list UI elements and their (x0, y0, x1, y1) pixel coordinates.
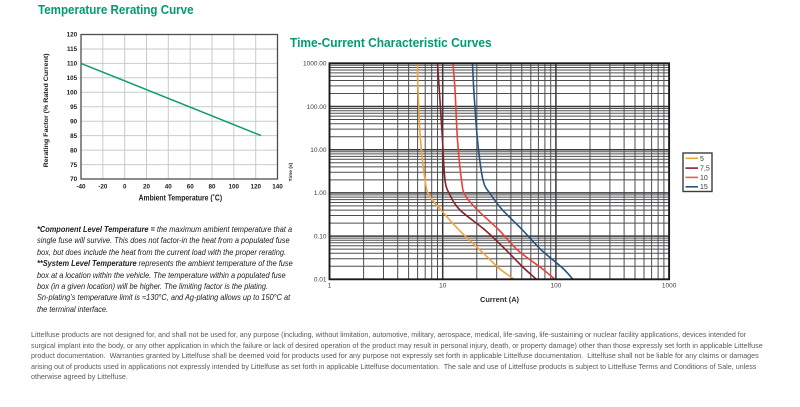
svg-text:100.00: 100.00 (307, 104, 327, 111)
svg-text:85: 85 (70, 133, 78, 140)
svg-text:5: 5 (700, 156, 704, 163)
svg-text:Ambient Temperature (˚C): Ambient Temperature (˚C) (139, 193, 223, 203)
svg-text:-40: -40 (76, 184, 86, 191)
svg-text:Current (A): Current (A) (480, 295, 520, 304)
svg-text:10.00: 10.00 (310, 147, 327, 154)
svg-text:100: 100 (229, 184, 240, 191)
svg-text:100: 100 (550, 283, 561, 290)
svg-text:140: 140 (272, 184, 283, 191)
svg-text:1.00: 1.00 (314, 190, 327, 197)
svg-text:105: 105 (67, 75, 78, 82)
svg-text:120: 120 (67, 32, 78, 39)
svg-text:Rerating Factor (% Rated Curre: Rerating Factor (% Rated Current) (43, 53, 50, 167)
svg-text:Time (s): Time (s) (288, 162, 294, 181)
svg-text:110: 110 (67, 61, 78, 68)
svg-text:15: 15 (700, 184, 708, 191)
svg-text:115: 115 (67, 46, 78, 53)
svg-text:10: 10 (439, 283, 447, 290)
svg-text:1000: 1000 (662, 283, 677, 290)
svg-text:90: 90 (70, 118, 78, 125)
svg-text:10: 10 (700, 175, 708, 182)
svg-text:80: 80 (208, 184, 216, 191)
svg-text:120: 120 (250, 184, 261, 191)
svg-text:1: 1 (328, 283, 332, 290)
svg-text:0.10: 0.10 (314, 233, 327, 240)
svg-text:95: 95 (70, 104, 78, 111)
svg-text:75: 75 (70, 162, 78, 169)
svg-text:0.01: 0.01 (314, 277, 327, 284)
svg-text:7,5: 7,5 (700, 166, 710, 173)
svg-text:1000.00: 1000.00 (303, 61, 327, 68)
svg-text:80: 80 (70, 147, 78, 154)
svg-text:-20: -20 (98, 184, 108, 191)
svg-text:20: 20 (143, 184, 151, 191)
svg-text:0: 0 (123, 184, 127, 191)
svg-text:60: 60 (187, 184, 195, 191)
svg-text:70: 70 (70, 176, 78, 183)
svg-text:100: 100 (67, 90, 78, 97)
svg-text:40: 40 (165, 184, 173, 191)
